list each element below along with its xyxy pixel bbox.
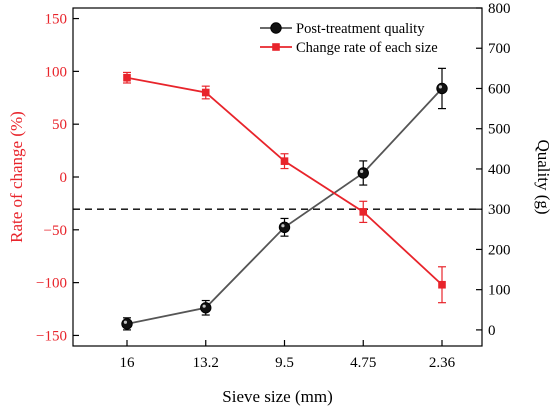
right-y-tick-label: 800 [488, 1, 511, 17]
series-0 [121, 67, 448, 331]
left-y-tick-label: 50 [52, 117, 67, 133]
right-y-axis-title: Quality (g) [534, 139, 550, 214]
data-point-circle [200, 302, 212, 314]
left-y-tick-label: 150 [45, 12, 68, 28]
legend: Post-treatment quality Change rate of ea… [260, 21, 438, 56]
right-y-tick-label: 300 [488, 202, 511, 218]
data-point-square [201, 88, 210, 97]
series-line-0 [126, 87, 443, 325]
right-y-tick-label: 100 [488, 283, 511, 299]
legend-swatch-marker-1 [272, 43, 280, 51]
left-y-tick-label: −100 [36, 276, 67, 292]
legend-swatch-marker-0 [270, 22, 282, 34]
right-y-tick-label: 0 [488, 323, 496, 339]
data-point-highlight [281, 224, 285, 228]
data-point-highlight [202, 304, 206, 308]
right-y-tick-label: 400 [488, 162, 511, 178]
data-point-square [438, 280, 446, 289]
left-y-tick-label: −150 [36, 328, 67, 344]
legend-label-1: Change rate of each size [296, 40, 438, 56]
left-y-tick-label: 0 [60, 170, 68, 186]
data-point-square [280, 157, 289, 165]
x-tick-label: 2.36 [429, 355, 456, 371]
left-y-tick-label: 100 [45, 64, 68, 80]
x-tick-label: 16 [120, 355, 136, 371]
plot-frame [72, 7, 483, 347]
data-point-circle [436, 82, 448, 95]
x-tick-label: 13.2 [193, 355, 219, 371]
data-point-highlight [438, 85, 442, 89]
right-y-tick-label: 700 [488, 41, 511, 57]
data-point-square [123, 73, 131, 82]
plot-area [72, 7, 483, 347]
series-line-1 [126, 76, 443, 286]
left-y-tick-label: −50 [44, 223, 67, 239]
right-y-tick-label: 600 [488, 81, 511, 97]
data-point-circle [121, 318, 133, 330]
data-point-highlight [123, 320, 127, 324]
series-1 [123, 71, 446, 304]
data-point-square [359, 208, 368, 216]
x-tick-label: 4.75 [350, 355, 376, 371]
data-point-highlight [360, 169, 364, 173]
data-point-circle [357, 167, 369, 179]
data-point-circle [278, 221, 291, 233]
right-y-tick-label: 200 [488, 242, 511, 258]
legend-label-0: Post-treatment quality [296, 21, 425, 37]
x-tick-label: 9.5 [275, 355, 294, 371]
series-group [121, 67, 448, 331]
left-y-axis-title: Rate of change (%) [7, 111, 26, 243]
x-axis-title: Sieve size (mm) [222, 387, 332, 406]
right-y-tick-label: 500 [488, 122, 511, 138]
